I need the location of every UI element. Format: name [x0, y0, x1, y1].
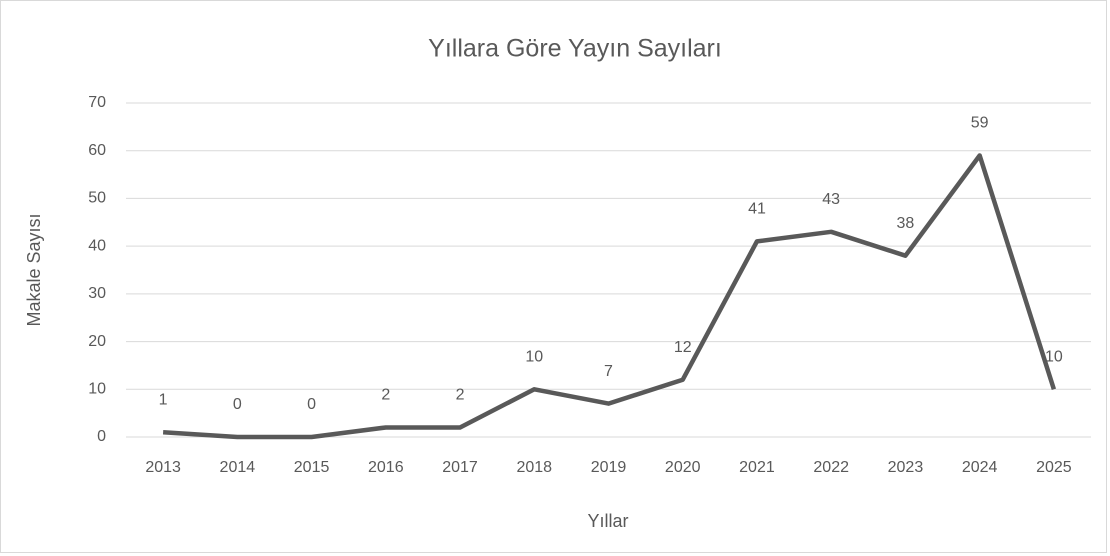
data-label: 12 — [674, 339, 692, 356]
x-tick-label: 2025 — [1036, 459, 1072, 476]
x-tick-label: 2015 — [294, 459, 330, 476]
x-tick-label: 2014 — [220, 459, 256, 476]
x-tick-label: 2021 — [739, 459, 775, 476]
x-tick-label: 2016 — [368, 459, 404, 476]
x-axis-title: Yıllar — [587, 511, 628, 531]
data-label: 1 — [159, 391, 168, 408]
y-tick-label: 70 — [88, 94, 106, 111]
data-label: 59 — [971, 115, 989, 132]
data-label: 41 — [748, 201, 766, 218]
x-tick-label: 2024 — [962, 459, 998, 476]
y-axis-title: Makale Sayısı — [24, 213, 44, 326]
x-tick-label: 2020 — [665, 459, 701, 476]
y-tick-label: 40 — [88, 237, 106, 254]
data-label: 7 — [604, 363, 613, 380]
x-tick-label: 2022 — [813, 459, 849, 476]
y-tick-label: 60 — [88, 142, 106, 159]
data-label: 10 — [525, 349, 543, 366]
data-label: 43 — [822, 191, 840, 208]
chart-title: Yıllara Göre Yayın Sayıları — [428, 35, 722, 63]
data-label: 10 — [1045, 349, 1063, 366]
x-tick-label: 2017 — [442, 459, 478, 476]
y-tick-label: 30 — [88, 285, 106, 302]
x-tick-label: 2023 — [888, 459, 924, 476]
x-tick-label: 2018 — [516, 459, 552, 476]
data-label: 2 — [456, 387, 465, 404]
y-tick-label: 10 — [88, 381, 106, 398]
data-label: 2 — [381, 387, 390, 404]
y-tick-label: 0 — [97, 428, 106, 445]
y-tick-label: 50 — [88, 190, 106, 207]
data-label: 0 — [307, 396, 316, 413]
data-line — [162, 153, 1057, 440]
data-label: 0 — [233, 396, 242, 413]
x-tick-label: 2019 — [591, 459, 627, 476]
y-tick-label: 20 — [88, 333, 106, 350]
data-label: 38 — [897, 215, 915, 232]
x-tick-label: 2013 — [145, 459, 181, 476]
